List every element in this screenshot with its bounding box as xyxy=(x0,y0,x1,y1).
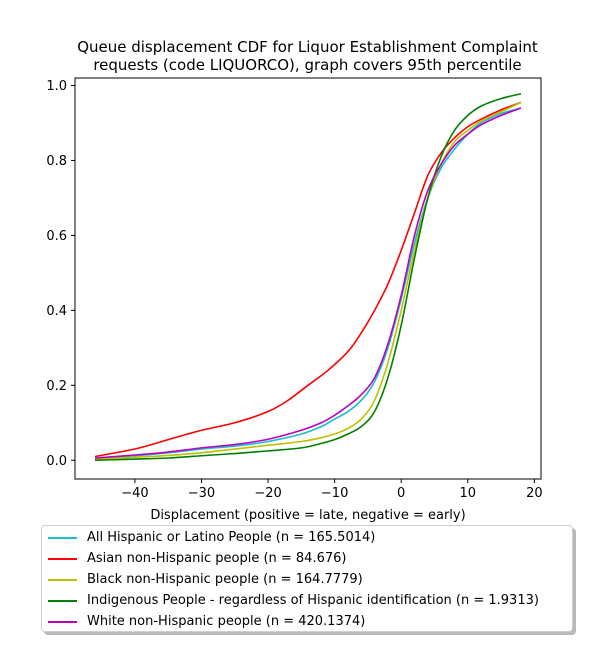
chart-title-line-1: Queue displacement CDF for Liquor Establ… xyxy=(77,38,538,56)
y-tick-label: 0.2 xyxy=(46,379,67,394)
x-tick-label: −20 xyxy=(254,486,281,501)
series-line-indigenous xyxy=(94,92,522,462)
legend-label-white: White non-Hispanic people (n = 420.1374) xyxy=(87,614,366,629)
legend-item-hispanic: All Hispanic or Latino People (n = 165.5… xyxy=(42,527,572,548)
legend-swatch-indigenous xyxy=(48,600,77,602)
legend-swatch-asian xyxy=(48,558,77,560)
x-tick-label: 0 xyxy=(397,486,405,501)
y-tick-label: 1.0 xyxy=(46,79,67,94)
series-line-white xyxy=(94,107,522,459)
series-line-asian xyxy=(94,101,522,458)
series-line-black xyxy=(94,101,522,460)
x-tick-label: −30 xyxy=(188,486,215,501)
legend-item-white: White non-Hispanic people (n = 420.1374) xyxy=(42,611,572,632)
x-tick-label: 20 xyxy=(526,486,543,501)
legend-label-asian: Asian non-Hispanic people (n = 84.676) xyxy=(87,551,347,566)
y-tick-label: 0.8 xyxy=(46,154,67,169)
y-axis-ticks: 0.0 0.2 0.4 0.6 0.8 1.0 xyxy=(46,79,75,469)
y-tick-label: 0.4 xyxy=(46,304,67,319)
legend-item-asian: Asian non-Hispanic people (n = 84.676) xyxy=(42,548,572,569)
series-line-hispanic xyxy=(94,107,522,460)
x-axis-ticks: −40 −30 −20 −10 0 10 20 xyxy=(121,479,543,501)
legend-item-indigenous: Indigenous People - regardless of Hispan… xyxy=(42,590,572,611)
legend-swatch-white xyxy=(48,621,77,623)
x-tick-label: −40 xyxy=(121,486,148,501)
legend-swatch-black xyxy=(48,579,77,581)
y-tick-label: 0.6 xyxy=(46,229,67,244)
legend-swatch-hispanic xyxy=(48,537,77,539)
x-axis-label: Displacement (positive = late, negative … xyxy=(150,508,465,523)
x-tick-label: −10 xyxy=(321,486,348,501)
x-tick-label: 10 xyxy=(459,486,476,501)
legend-label-indigenous: Indigenous People - regardless of Hispan… xyxy=(87,593,539,608)
legend-label-black: Black non-Hispanic people (n = 164.7779) xyxy=(87,572,363,587)
plot-frame xyxy=(74,77,542,480)
legend: All Hispanic or Latino People (n = 165.5… xyxy=(41,525,573,632)
legend-label-hispanic: All Hispanic or Latino People (n = 165.5… xyxy=(87,530,376,545)
legend-item-black: Black non-Hispanic people (n = 164.7779) xyxy=(42,569,572,590)
series-lines xyxy=(94,92,522,462)
chart-title-line-2: requests (code LIQUORCO), graph covers 9… xyxy=(93,56,522,74)
y-tick-label: 0.0 xyxy=(46,454,67,469)
